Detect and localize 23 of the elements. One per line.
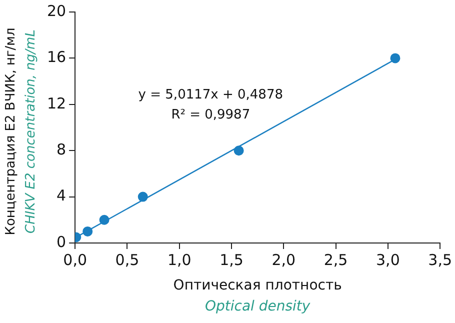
x-tick-label: 3,0 [376, 250, 400, 269]
x-tick-label: 0,5 [115, 250, 140, 269]
annotation: R² = 0,9987 [171, 108, 250, 123]
y-tick-label: 8 [56, 140, 66, 158]
x-tick-label: 0,0 [63, 250, 88, 269]
y-tick-label: 16 [46, 48, 66, 66]
annotation: y = 5,0117x + 0,4878 [138, 88, 283, 103]
x-tick-label: 1,0 [167, 250, 192, 269]
y-tick-label: 20 [46, 2, 66, 20]
y-tick-label: 12 [46, 94, 66, 112]
x-axis-title: Оптическая плотность Optical density [173, 278, 342, 315]
point [138, 192, 148, 202]
point [82, 226, 93, 236]
x-tick-label: 3,5 [428, 250, 452, 269]
x-tick-label: 2,0 [272, 250, 296, 269]
point [390, 53, 400, 64]
x-tick-label: 1,5 [220, 250, 244, 269]
x-tick-label: 2,5 [324, 250, 348, 269]
point [99, 214, 110, 225]
y-axis-title: Концентрация E2 ВЧИК, нг/мл CHIKV E2 concentration, ng/mL [3, 28, 38, 236]
point [234, 146, 244, 156]
y-tick-label: 4 [56, 186, 66, 205]
y-tick-label: 0 [56, 232, 66, 251]
